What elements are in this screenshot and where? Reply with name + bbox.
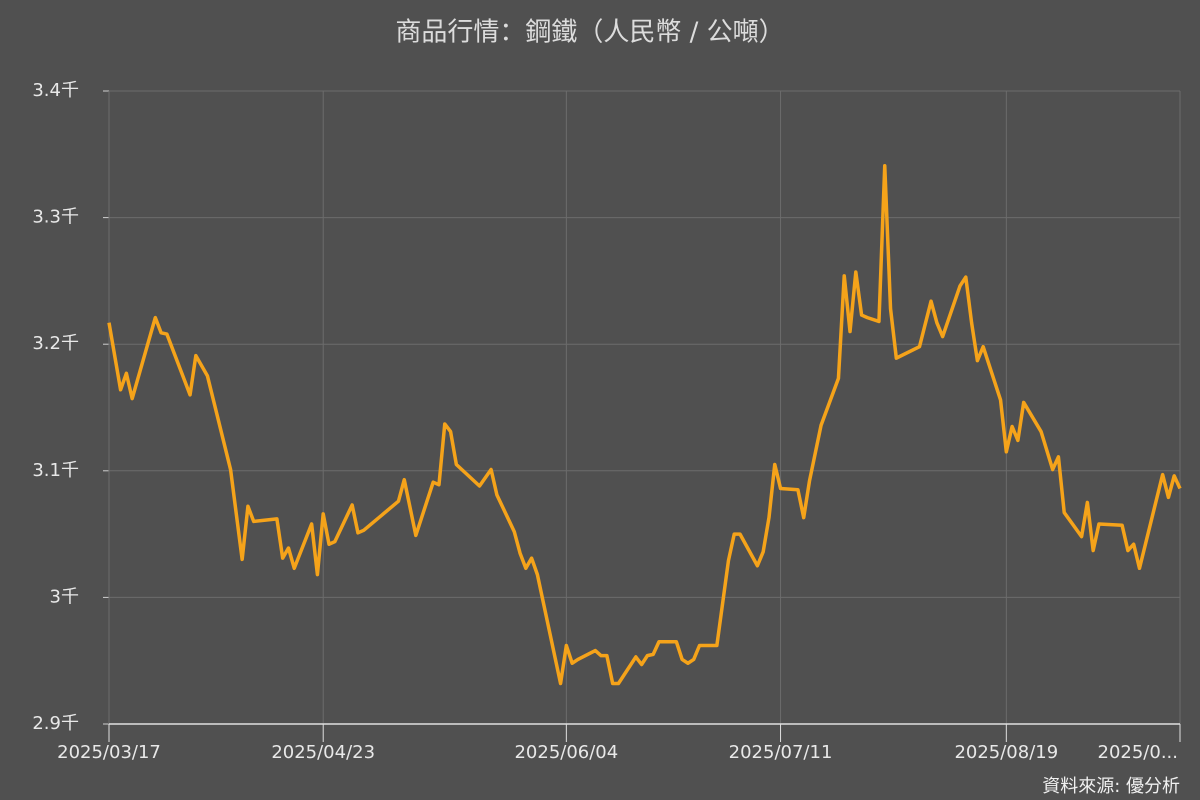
- y-tick-label: 3.1千: [32, 460, 79, 481]
- x-tick-label: 2025/06/04: [514, 742, 618, 763]
- x-tick-label: 2025/03/17: [57, 742, 161, 763]
- x-tick-label: 2025/07/11: [729, 742, 833, 763]
- x-tick-label: 2025/0...: [1098, 742, 1179, 763]
- y-tick-label: 3.4千: [32, 80, 79, 101]
- x-tick-label: 2025/04/23: [271, 742, 375, 763]
- chart-title: 商品行情：鋼鐵（人民幣 / 公噸）: [395, 18, 784, 48]
- y-tick-label: 3.3千: [32, 207, 79, 228]
- y-tick-label: 3.2千: [32, 333, 79, 354]
- x-tick-label: 2025/08/19: [954, 742, 1058, 763]
- y-tick-label: 2.9千: [32, 713, 79, 734]
- y-tick-label: 3千: [50, 586, 79, 607]
- data-line: [107, 163, 1182, 686]
- source-note: 資料來源: 優分析: [1042, 776, 1180, 797]
